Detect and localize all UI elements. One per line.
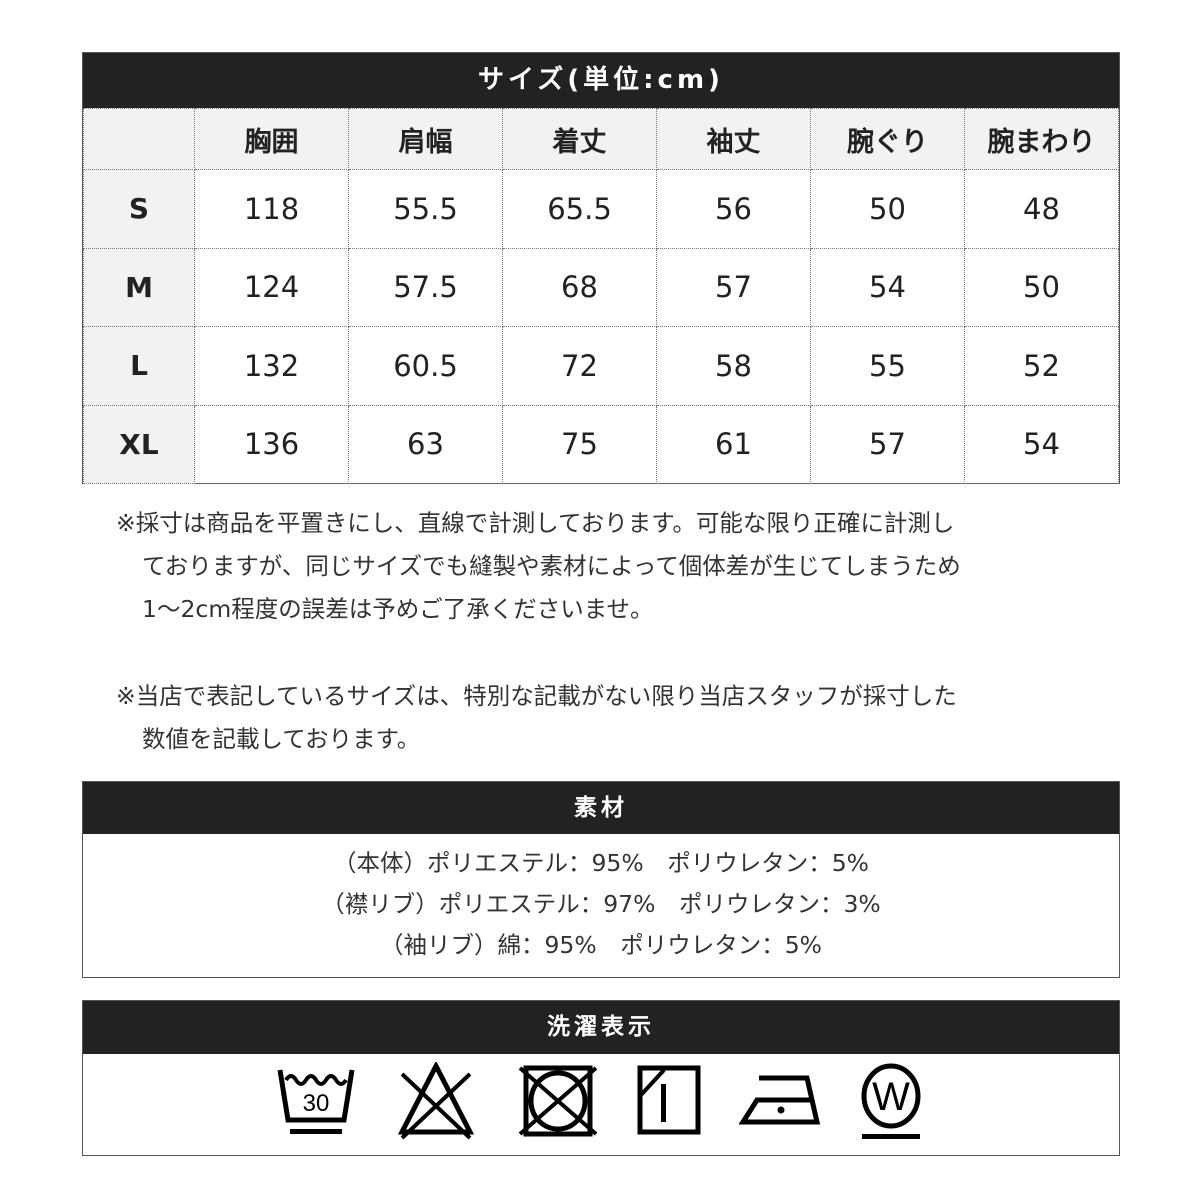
table-cell: 118: [194, 169, 349, 249]
table-cell: 52: [964, 326, 1119, 406]
note: ※採寸は商品を平置きにし、直線で計測しております。可能な限り正確に計測し ており…: [116, 502, 961, 631]
note-line: 1〜2cm程度の誤差は予めご了承くださいませ。: [142, 595, 654, 623]
care-section: 洗濯表示 30 W: [82, 1000, 1120, 1156]
size-chart: サイズ(単位:cm) 胸囲 肩幅 着丈 袖丈 腕ぐり 腕まわり S 118 55…: [82, 52, 1120, 484]
header-cell: 袖丈: [656, 108, 811, 170]
table-cell: 72: [502, 326, 657, 406]
material-line: （袖リブ）綿：95% ポリウレタン：5%: [379, 931, 822, 959]
table-cell: 124: [194, 247, 349, 327]
drip-dry-shade-icon: [637, 1065, 701, 1135]
table-cell: 63: [348, 404, 503, 484]
table-cell: 57.5: [348, 247, 503, 327]
header-cell: 肩幅: [348, 108, 503, 170]
table-cell: 48: [964, 169, 1119, 249]
table-row: M 124 57.5 68 57 54 50: [83, 247, 1119, 327]
care-title: 洗濯表示: [83, 1001, 1119, 1054]
table-cell: 132: [194, 326, 349, 406]
table-row: XL 136 63 75 61 57 54: [83, 404, 1119, 484]
size-chart-title: サイズ(単位:cm): [83, 53, 1119, 108]
note-line: ておりますが、同じサイズでも縫製や素材によって個体差が生じてしまうため: [142, 552, 961, 580]
table-cell: 50: [810, 169, 965, 249]
table-cell: 75: [502, 404, 657, 484]
note-line: ※当店で表記しているサイズは、特別な記載がない限り当店スタッフが採寸した: [116, 682, 957, 710]
table-cell: 57: [656, 247, 811, 327]
table-cell: 136: [194, 404, 349, 484]
note: ※当店で表記しているサイズは、特別な記載がない限り当店スタッフが採寸した 数値を…: [116, 675, 961, 761]
table-cell: 55: [810, 326, 965, 406]
no-bleach-icon: [397, 1062, 475, 1140]
size-table: 胸囲 肩幅 着丈 袖丈 腕ぐり 腕まわり S 118 55.5 65.5 56 …: [83, 108, 1119, 484]
note-line: ※採寸は商品を平置きにし、直線で計測しております。可能な限り正確に計測し: [116, 509, 955, 537]
table-cell: 55.5: [348, 169, 503, 249]
header-cell: 着丈: [502, 108, 657, 170]
wash-temp: 30: [303, 1090, 330, 1117]
header-cell: [83, 108, 195, 170]
header-cell: 腕ぐり: [810, 108, 965, 170]
table-header-row: 胸囲 肩幅 着丈 袖丈 腕ぐり 腕まわり: [83, 108, 1119, 170]
table-cell: 54: [810, 247, 965, 327]
material-line: （本体）ポリエステル：95% ポリウレタン：5%: [332, 849, 869, 877]
iron-low-icon: [739, 1075, 821, 1125]
table-cell: 50: [964, 247, 1119, 327]
wet-clean-letter: W: [872, 1075, 910, 1119]
header-cell: 胸囲: [194, 108, 349, 170]
table-cell: 54: [964, 404, 1119, 484]
material-line: （襟リブ）ポリエステル：97% ポリウレタン：3%: [321, 890, 881, 918]
wet-clean-gentle-icon: W: [861, 1063, 921, 1139]
size-label: L: [83, 326, 195, 406]
table-cell: 57: [810, 404, 965, 484]
size-label: S: [83, 169, 195, 249]
measurement-notes: ※採寸は商品を平置きにし、直線で計測しております。可能な限り正確に計測し ており…: [116, 502, 961, 805]
material-section: 素材 （本体）ポリエステル：95% ポリウレタン：5% （襟リブ）ポリエステル：…: [82, 781, 1120, 978]
table-cell: 58: [656, 326, 811, 406]
table-row: S 118 55.5 65.5 56 50 48: [83, 169, 1119, 249]
table-cell: 56: [656, 169, 811, 249]
table-row: L 132 60.5 72 58 55 52: [83, 326, 1119, 406]
table-cell: 60.5: [348, 326, 503, 406]
note-line: 数値を記載しております。: [142, 725, 421, 753]
table-cell: 65.5: [502, 169, 657, 249]
size-label: XL: [83, 404, 195, 484]
size-label: M: [83, 247, 195, 327]
no-tumble-dry-icon: [518, 1065, 598, 1137]
wash-30-gentle-icon: 30: [277, 1069, 355, 1134]
table-cell: 68: [502, 247, 657, 327]
header-cell: 腕まわり: [964, 108, 1119, 170]
table-cell: 61: [656, 404, 811, 484]
material-title: 素材: [83, 782, 1119, 834]
